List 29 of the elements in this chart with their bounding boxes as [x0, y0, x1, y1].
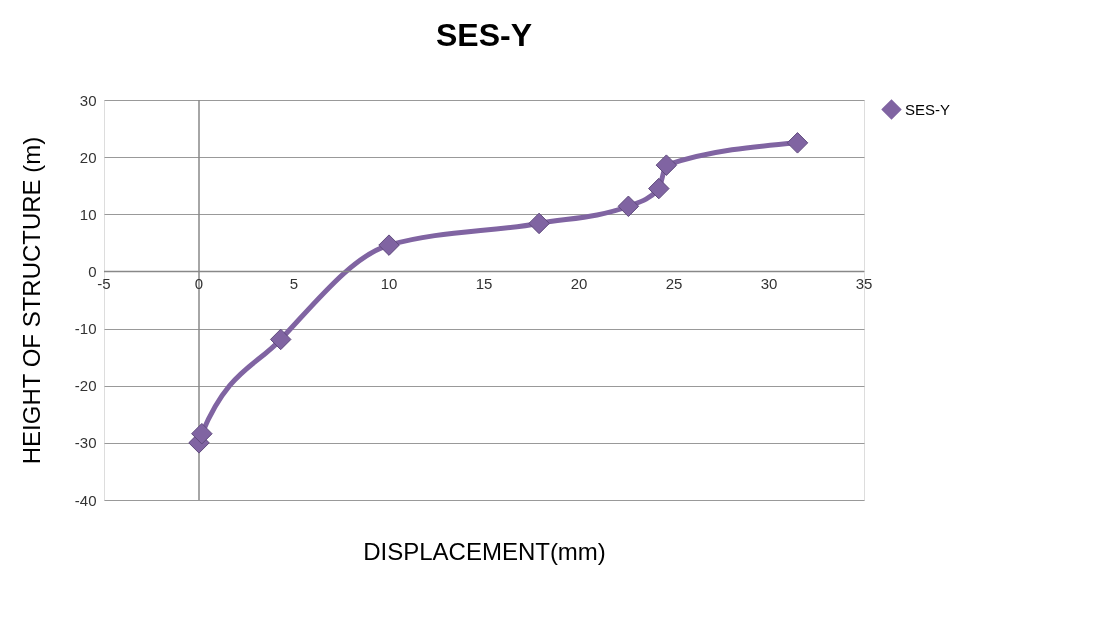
- point: [378, 234, 400, 256]
- x-tick-label: 10: [380, 275, 398, 293]
- x-tick-label: 20: [570, 275, 588, 293]
- x-tick-label: 35: [855, 275, 873, 293]
- point: [528, 212, 550, 235]
- x-tick-label: 5: [289, 275, 299, 293]
- x-tick-label: 25: [665, 275, 683, 293]
- chart-title: SES-Y: [435, 17, 533, 53]
- y-tick-label: -20: [74, 377, 97, 395]
- point: [648, 177, 670, 200]
- y-axis-title: HEIGHT OF STRUCTURE (m): [17, 136, 45, 465]
- point: [269, 328, 292, 351]
- point: [786, 132, 809, 154]
- x-tick-label: -5: [97, 275, 111, 293]
- y-tick-label: 20: [79, 148, 97, 166]
- x-tick-label: 15: [475, 275, 493, 293]
- y-tick-label: -10: [74, 320, 97, 338]
- y-tick-label: -30: [74, 434, 97, 452]
- point: [191, 422, 213, 445]
- x-tick-label: 0: [194, 275, 204, 293]
- point: [655, 154, 678, 176]
- x-tick-label: 30: [760, 275, 778, 293]
- y-tick-label: -40: [74, 491, 97, 509]
- legend-label: SES-Y: [905, 100, 951, 118]
- y-tick-label: 30: [79, 91, 97, 109]
- x-axis-title: DISPLACEMENT(mm): [363, 537, 606, 565]
- y-tick-label: 0: [88, 262, 97, 280]
- y-tick-label: 10: [79, 205, 97, 223]
- point: [617, 195, 640, 218]
